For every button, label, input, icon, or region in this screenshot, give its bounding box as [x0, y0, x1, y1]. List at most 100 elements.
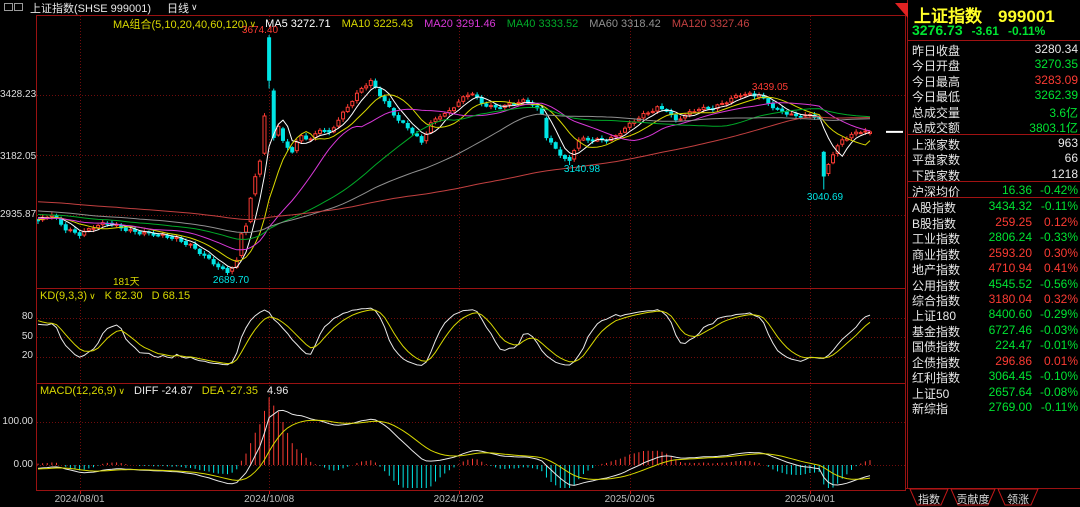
- quote-panel-header: 上证指数 999001: [914, 2, 1055, 27]
- quote-row: 上涨家数 963: [908, 133, 1080, 152]
- ma-indicator-bar: MA组合(5,10,20,40,60,120) ∨ MA5 3272.71 MA1…: [113, 16, 749, 32]
- period-label: 日线: [167, 2, 190, 15]
- row-pct: 0.41%: [1043, 261, 1078, 276]
- row-label: 今日最低: [912, 90, 961, 105]
- row-pct: -0.42%: [1039, 182, 1078, 197]
- price-annotation: 3140.98: [563, 164, 601, 175]
- index-row[interactable]: 商业指数 2593.20 0.30%: [908, 245, 1080, 262]
- row-pct: 0.12%: [1043, 214, 1078, 229]
- window-icon: [4, 2, 24, 14]
- row-label: 企债指数: [912, 355, 961, 370]
- last-price: 3276.73: [912, 22, 963, 38]
- index-row[interactable]: B股指数 259.25 0.12%: [908, 214, 1080, 231]
- price-change: -3.61: [971, 24, 999, 38]
- row-label: 国债指数: [912, 340, 961, 355]
- ma-value-ma120: MA120 3327.46: [671, 18, 750, 30]
- row-label: 地产指数: [912, 263, 961, 278]
- row-value: 1218: [1051, 166, 1078, 181]
- row-value: 4710.94: [988, 261, 1032, 276]
- price-axis-label: 3182.05: [0, 151, 37, 162]
- row-value: 3280.34: [1034, 42, 1078, 56]
- price-annotation: 181天: [113, 277, 140, 288]
- quote-row: 今日最低 3262.39: [908, 87, 1080, 105]
- row-pct: -0.08%: [1039, 384, 1078, 399]
- index-row[interactable]: 地产指数 4710.94 0.41%: [908, 260, 1080, 278]
- quote-row: 今日开盘 3270.35: [908, 56, 1080, 74]
- row-value: 2593.20: [988, 245, 1032, 260]
- row-label: 今日最高: [912, 74, 961, 89]
- kd-d-value: D 68.15: [151, 290, 191, 302]
- kd-axis-label: 80: [21, 311, 33, 322]
- index-row[interactable]: 新综指 2769.00 -0.11%: [908, 399, 1080, 417]
- price-annotation: 3439.05: [751, 82, 789, 93]
- row-pct: -0.01%: [1039, 338, 1078, 353]
- index-row[interactable]: A股指数 3434.32 -0.11%: [908, 197, 1080, 216]
- row-label: 商业指数: [912, 247, 961, 262]
- row-value: 3283.09: [1034, 72, 1078, 87]
- row-label: 昨日收盘: [912, 44, 961, 58]
- row-value: 3803.1亿: [1029, 121, 1078, 136]
- macd-axis-label: 0.00: [13, 459, 33, 470]
- row-value: 3.6亿: [1049, 105, 1078, 120]
- chevron-down-icon: ∨: [118, 385, 126, 396]
- macd-indicator-bar: MACD(12,26,9) ∨ DIFF -24.87 DEA -27.35 4…: [40, 385, 288, 397]
- tab-领涨[interactable]: 领涨: [1007, 494, 1029, 506]
- macd-dea-value: DEA -27.35: [201, 385, 258, 397]
- index-row[interactable]: 基金指数 6727.46 -0.03%: [908, 322, 1080, 339]
- index-row[interactable]: 红利指数 3064.45 -0.10%: [908, 368, 1080, 385]
- row-label: 工业指数: [912, 232, 961, 247]
- chevron-down-icon: ∨: [249, 18, 257, 29]
- index-row[interactable]: 企债指数 296.86 0.01%: [908, 353, 1080, 370]
- row-value: 3262.39: [1034, 88, 1078, 103]
- index-row[interactable]: 上证50 2657.64 -0.08%: [908, 384, 1080, 401]
- row-label: 今日开盘: [912, 59, 961, 74]
- row-label: 沪深均价: [912, 184, 961, 199]
- row-value: 66: [1064, 151, 1078, 166]
- tab-贡献度[interactable]: 贡献度: [956, 494, 990, 506]
- index-row[interactable]: 公用指数 4545.52 -0.56%: [908, 276, 1080, 293]
- macd-label: MACD(12,26,9): [40, 385, 117, 397]
- row-label: A股指数: [912, 201, 957, 216]
- quote-row: 下跌家数 1218: [908, 166, 1080, 183]
- quote-row: 今日最高 3283.09: [908, 72, 1080, 89]
- price-annotation: 3040.69: [806, 192, 844, 203]
- quote-price-row: 3276.73 -3.61 -0.11%: [912, 22, 1045, 38]
- row-label: 公用指数: [912, 278, 961, 293]
- row-label: 新综指: [912, 402, 949, 417]
- row-pct: -0.29%: [1039, 307, 1078, 322]
- price-annotation: 3674.40: [241, 25, 279, 36]
- index-row[interactable]: 国债指数 224.47 -0.01%: [908, 337, 1080, 355]
- row-pct: -0.56%: [1039, 276, 1078, 291]
- row-value: 2806.24: [988, 230, 1032, 245]
- ma-combo-selector[interactable]: MA组合(5,10,20,40,60,120) ∨: [113, 16, 256, 32]
- index-row[interactable]: 工业指数 2806.24 -0.33%: [908, 229, 1080, 247]
- kd-label: KD(9,3,3): [40, 290, 88, 302]
- quote-row: 平盘家数 66: [908, 150, 1080, 167]
- macd-diff-value: DIFF -24.87: [134, 385, 193, 397]
- index-row[interactable]: 综合指数 3180.04 0.32%: [908, 291, 1080, 308]
- macd-axis-label: 100.00: [2, 416, 33, 427]
- chevron-down-icon: ∨: [89, 290, 96, 301]
- macd-selector[interactable]: MACD(12,26,9) ∨: [40, 385, 125, 397]
- tab-指数[interactable]: 指数: [918, 494, 940, 506]
- row-pct: 0.01%: [1043, 353, 1078, 368]
- ma-value-ma40: MA40 3333.52: [506, 18, 579, 30]
- row-value: 224.47: [995, 338, 1032, 353]
- row-value: 4545.52: [988, 276, 1032, 291]
- quote-row: 总成交额 3803.1亿: [908, 118, 1080, 136]
- row-label: 上涨家数: [912, 137, 961, 152]
- row-label: 综合指数: [912, 294, 961, 308]
- ma-value-ma20: MA20 3291.46: [424, 18, 496, 30]
- period-selector[interactable]: 日线 ∨: [167, 0, 198, 16]
- price-annotation: 2689.70: [212, 275, 250, 286]
- row-value: 6727.46: [988, 322, 1032, 337]
- index-row[interactable]: 上证180 8400.60 -0.29%: [908, 306, 1080, 323]
- row-label: 下跌家数: [912, 168, 961, 183]
- date-axis-label: 2024/12/02: [433, 494, 484, 505]
- kd-selector[interactable]: KD(9,3,3) ∨: [40, 290, 96, 302]
- price-change-pct: -0.11%: [1007, 24, 1046, 38]
- date-axis-label: 2024/10/08: [244, 494, 295, 505]
- macd-bar-value: 4.96: [266, 385, 289, 397]
